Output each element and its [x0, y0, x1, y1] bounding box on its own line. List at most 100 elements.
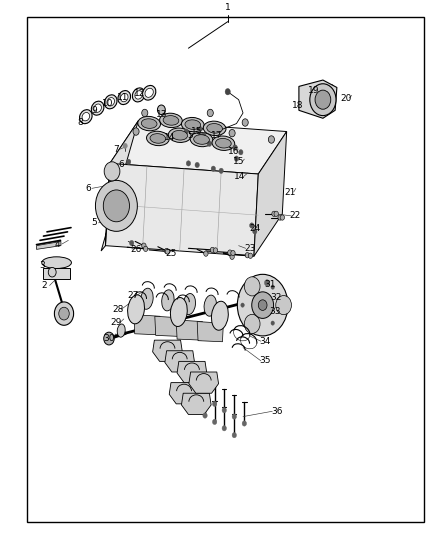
Circle shape [212, 401, 217, 407]
Ellipse shape [142, 85, 156, 100]
Ellipse shape [168, 128, 191, 142]
Text: 33: 33 [269, 307, 281, 316]
Text: 35: 35 [259, 357, 271, 365]
Text: 14: 14 [234, 172, 246, 181]
Ellipse shape [150, 134, 166, 143]
Ellipse shape [127, 295, 145, 324]
Circle shape [104, 162, 120, 181]
Circle shape [310, 84, 336, 116]
Polygon shape [106, 164, 258, 256]
Circle shape [225, 88, 230, 95]
Circle shape [312, 84, 316, 89]
Circle shape [244, 314, 260, 334]
Circle shape [198, 126, 202, 132]
Polygon shape [299, 80, 337, 118]
Ellipse shape [183, 294, 195, 314]
Circle shape [133, 128, 139, 135]
Polygon shape [134, 314, 160, 335]
Ellipse shape [207, 124, 223, 133]
Ellipse shape [190, 132, 213, 147]
Text: 18: 18 [292, 101, 304, 110]
Text: 26: 26 [131, 245, 142, 254]
Circle shape [274, 211, 279, 216]
Text: 21: 21 [284, 188, 296, 197]
Circle shape [232, 432, 237, 438]
Circle shape [242, 119, 248, 126]
Circle shape [211, 166, 215, 171]
Text: 27: 27 [127, 291, 138, 300]
Circle shape [271, 321, 275, 325]
Ellipse shape [138, 116, 160, 131]
Circle shape [195, 163, 199, 168]
Text: 19: 19 [308, 86, 320, 95]
Text: 10: 10 [102, 99, 113, 108]
Polygon shape [36, 241, 61, 249]
Polygon shape [177, 361, 207, 383]
Text: 24: 24 [249, 224, 261, 232]
Circle shape [280, 215, 285, 220]
Ellipse shape [80, 110, 92, 124]
Circle shape [95, 180, 138, 231]
Circle shape [203, 413, 207, 418]
Polygon shape [165, 351, 194, 372]
Ellipse shape [203, 121, 226, 135]
Circle shape [244, 277, 260, 296]
Circle shape [252, 292, 274, 318]
Circle shape [330, 84, 333, 88]
Circle shape [241, 303, 244, 307]
Polygon shape [101, 121, 138, 251]
Circle shape [272, 211, 276, 216]
Circle shape [315, 90, 331, 109]
Circle shape [164, 248, 169, 254]
Text: 11: 11 [117, 93, 129, 101]
Circle shape [144, 246, 148, 252]
Polygon shape [181, 393, 211, 415]
Ellipse shape [212, 136, 235, 150]
Circle shape [117, 182, 121, 188]
Circle shape [232, 414, 237, 419]
Text: 14: 14 [164, 133, 176, 142]
Circle shape [219, 168, 223, 173]
Circle shape [207, 141, 212, 147]
Ellipse shape [141, 288, 153, 309]
Polygon shape [43, 268, 70, 279]
Ellipse shape [194, 135, 209, 144]
Text: 31: 31 [265, 280, 276, 289]
Text: 5: 5 [188, 131, 194, 140]
Circle shape [251, 285, 254, 289]
Ellipse shape [42, 257, 71, 269]
Ellipse shape [147, 131, 169, 146]
Ellipse shape [94, 104, 102, 112]
Text: 1: 1 [225, 3, 231, 12]
Polygon shape [110, 121, 287, 174]
Ellipse shape [135, 91, 142, 99]
Circle shape [127, 159, 131, 165]
Ellipse shape [212, 301, 228, 330]
Text: 2: 2 [42, 281, 47, 290]
Text: 9: 9 [91, 107, 97, 115]
Text: 22: 22 [290, 212, 301, 221]
Circle shape [48, 268, 56, 277]
Ellipse shape [215, 139, 231, 148]
Circle shape [165, 249, 170, 254]
Ellipse shape [132, 88, 145, 102]
Text: 29: 29 [111, 318, 122, 327]
Circle shape [234, 156, 239, 161]
Circle shape [228, 250, 232, 255]
Ellipse shape [104, 95, 117, 109]
Circle shape [281, 303, 285, 307]
Circle shape [251, 321, 254, 325]
Polygon shape [197, 321, 223, 342]
Polygon shape [176, 320, 202, 340]
Ellipse shape [92, 101, 104, 115]
Ellipse shape [172, 131, 187, 140]
Circle shape [104, 332, 114, 345]
Text: 4: 4 [55, 239, 60, 248]
Circle shape [222, 426, 226, 431]
Circle shape [265, 280, 270, 286]
Circle shape [184, 129, 188, 134]
Circle shape [245, 253, 250, 258]
Text: 30: 30 [103, 334, 115, 343]
Circle shape [248, 253, 253, 259]
Circle shape [123, 143, 127, 149]
